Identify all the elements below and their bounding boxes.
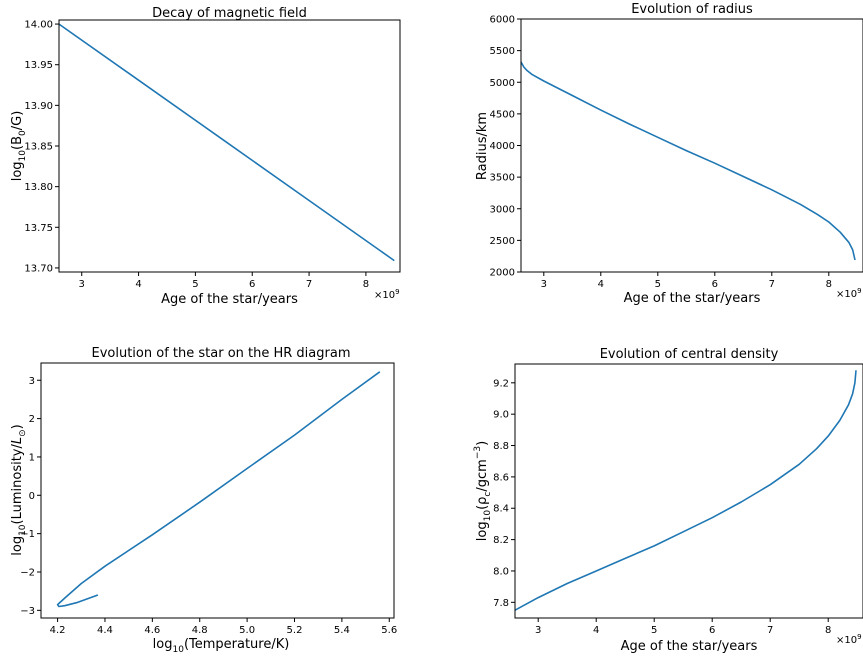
- panel2-frame: [520, 18, 863, 273]
- x-tick-label: 7: [769, 279, 775, 290]
- y-tick-label: 7.8: [493, 598, 509, 609]
- x-tick-label: 4: [598, 279, 604, 290]
- panel-central-density: Evolution of central density 3 4 5 6 7 8 7.8 8.…: [473, 347, 863, 654]
- y-tick-label: 5000: [490, 78, 515, 89]
- x-tick-label: 6: [712, 279, 718, 290]
- y-tick-label: 13.80: [24, 182, 53, 193]
- panel2-xlabel: Age of the star/years: [624, 291, 761, 306]
- x-tick-label: 6: [709, 625, 715, 636]
- x-tick-label: 5: [655, 279, 661, 290]
- y-tick-label: 8.6: [493, 472, 509, 483]
- panel3-ylabel: log10(Luminosity/L⊙): [10, 424, 28, 556]
- x-tick-label: 5.0: [239, 625, 255, 636]
- x-tick-label: 4.6: [144, 625, 160, 636]
- y-tick-label: 13.95: [24, 60, 53, 71]
- y-tick-label: 3500: [490, 173, 515, 184]
- x-tick-label: 7: [306, 279, 312, 290]
- y-tick-label: 8.2: [493, 535, 509, 546]
- panel1-series: [58, 23, 395, 262]
- panel3-xlabel: log10(Temperature/K): [153, 637, 290, 655]
- y-tick-label: 2000: [490, 268, 515, 279]
- panel3-ticks: 4.2 4.4 4.6 4.8 5.0 5.2 5.4 5.6 −3 −2 −1 0 1 2 3: [20, 376, 397, 636]
- y-tick-label: −1: [20, 529, 35, 540]
- panel4-ticks: 3 4 5 6 7 8 7.8 8.0 8.2 8.4 8.6 8.8 9.0 9.2: [493, 378, 831, 636]
- x-tick-label: 3: [535, 625, 541, 636]
- panel4-title: Evolution of central density: [600, 347, 779, 362]
- y-tick-label: 4000: [490, 141, 515, 152]
- series-line: [520, 61, 856, 261]
- panel1-x-offset: ×109: [374, 288, 400, 301]
- y-tick-label: 3: [29, 376, 35, 387]
- panel4-series: [514, 370, 857, 611]
- x-tick-label: 3: [79, 279, 85, 290]
- y-tick-label: −2: [20, 567, 35, 578]
- y-tick-label: 8.8: [493, 441, 509, 452]
- panel-radius: Evolution of radius 3 4 5 6 7 8 2000 2500 3000 35…: [475, 2, 863, 306]
- y-tick-label: −3: [20, 606, 35, 617]
- panel1-ylabel: log10(B0/G): [10, 111, 28, 182]
- y-tick-label: 13.75: [24, 223, 53, 234]
- x-tick-label: 8: [825, 625, 831, 636]
- panel1-frame: [58, 19, 401, 273]
- panel3-title: Evolution of the star on the HR diagram: [92, 346, 351, 361]
- x-tick-label: 8: [363, 279, 369, 290]
- y-tick-label: 2: [29, 414, 35, 425]
- y-tick-label: 8.0: [493, 566, 509, 577]
- series-line: [56, 371, 381, 608]
- series-line: [514, 370, 857, 611]
- x-tick-label: 4: [135, 279, 141, 290]
- x-tick-label: 5.2: [287, 625, 303, 636]
- y-tick-label: 8.4: [493, 504, 509, 515]
- panel4-ylabel: log10(ρc/gcm−3): [473, 441, 493, 541]
- panel2-ticks: 3 4 5 6 7 8 2000 2500 3000 3500 4000 4500 5000 5500 60…: [490, 15, 832, 291]
- y-tick-label: 13.90: [24, 101, 53, 112]
- x-tick-label: 4: [593, 625, 599, 636]
- panel4-x-offset: ×109: [836, 633, 862, 646]
- y-tick-label: 0: [29, 491, 35, 502]
- x-tick-label: 4.8: [192, 625, 208, 636]
- panel2-x-offset: ×109: [836, 287, 862, 300]
- y-tick-label: 4500: [490, 109, 515, 120]
- x-tick-label: 5.6: [381, 625, 397, 636]
- panel4-xlabel: Age of the star/years: [621, 639, 758, 654]
- y-tick-label: 3000: [490, 204, 515, 215]
- x-tick-label: 8: [826, 279, 832, 290]
- y-tick-label: 13.70: [24, 263, 53, 274]
- x-tick-label: 5.4: [334, 625, 350, 636]
- x-tick-label: 3: [541, 279, 547, 290]
- x-tick-label: 4.4: [97, 625, 113, 636]
- series-line: [58, 23, 395, 262]
- x-tick-label: 7: [767, 625, 773, 636]
- panel3-frame: [40, 362, 395, 619]
- panel1-title: Decay of magnetic field: [152, 6, 307, 21]
- panel3-series: [56, 371, 381, 608]
- panel4-frame: [514, 363, 863, 619]
- x-tick-label: 4.2: [50, 625, 66, 636]
- y-tick-label: 14.00: [24, 20, 53, 31]
- panel1-ticks: 3 4 5 6 7 8 13.70 13.75 13.80 13.85 13.90 13.95 14.0…: [24, 20, 369, 290]
- panel-magnetic-field: Decay of magnetic field 3 4 5 6 7 8 13.70 13.75…: [10, 6, 401, 307]
- y-tick-label: 1: [29, 452, 35, 463]
- y-tick-label: 9.0: [493, 410, 509, 421]
- y-tick-label: 2500: [490, 236, 515, 247]
- x-tick-label: 5: [651, 625, 657, 636]
- y-tick-label: 9.2: [493, 378, 509, 389]
- panel2-title: Evolution of radius: [631, 2, 753, 17]
- x-tick-label: 5: [192, 279, 198, 290]
- panel2-ylabel: Radius/km: [475, 112, 490, 180]
- x-tick-label: 6: [249, 279, 255, 290]
- y-tick-label: 6000: [490, 15, 515, 26]
- panel1-xlabel: Age of the star/years: [161, 292, 298, 307]
- y-tick-label: 13.85: [24, 142, 53, 153]
- panel2-series: [520, 61, 856, 261]
- y-tick-label: 5500: [490, 46, 515, 57]
- panel-hr-diagram: Evolution of the star on the HR diagram …: [10, 346, 397, 655]
